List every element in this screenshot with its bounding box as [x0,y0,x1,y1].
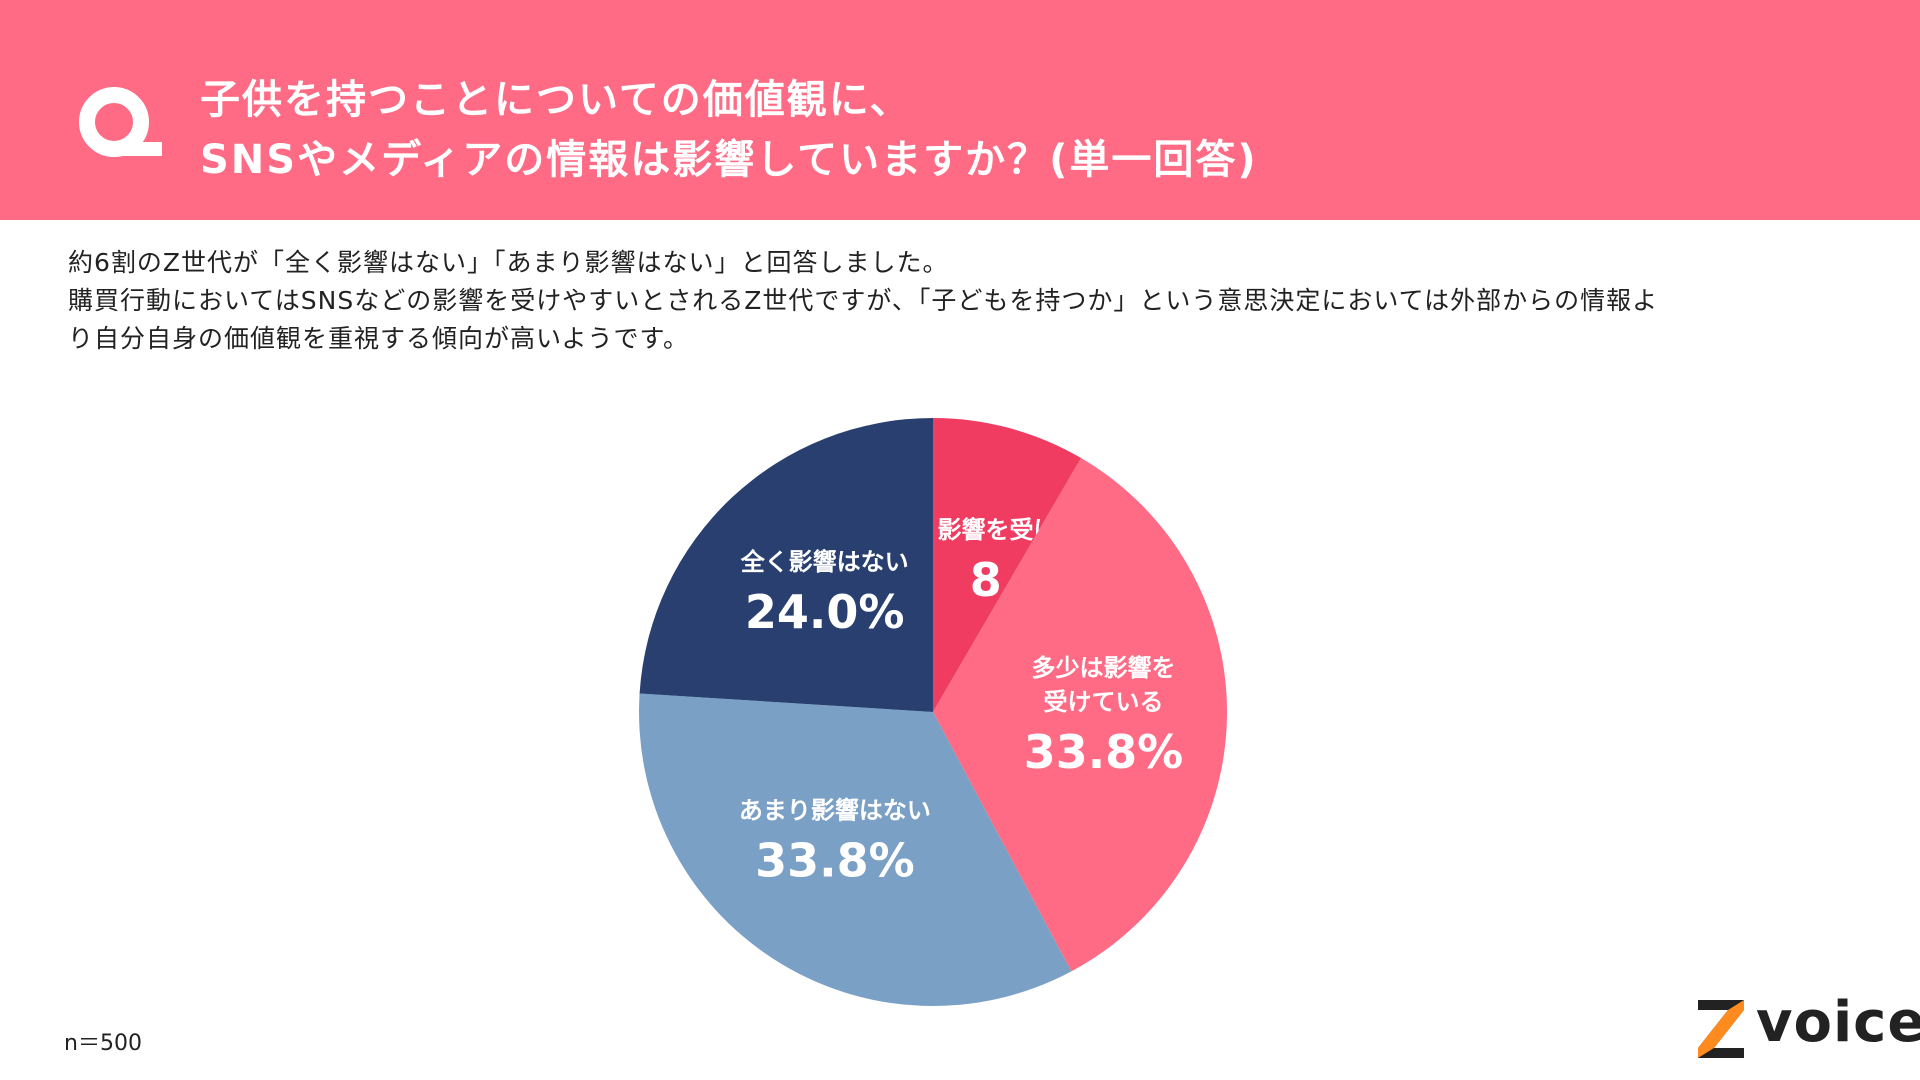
question-title-line2: SNSやメディアの情報は影響していますか？(単一回答) [200,137,1258,183]
slice-label: あまり影響はない [739,797,931,825]
summary-text: 約6割のZ世代が「全く影響はない」「あまり影響はない」と回答しました。 購買行動… [68,244,1868,358]
slice-label: 全く影響はない [740,548,909,576]
slice-label: 受けている [1043,688,1163,716]
slice-value-label: 33.8% [755,834,915,888]
pie-slice [933,458,1227,972]
zvoice-logo: voice [1692,990,1920,1062]
pie-slice [933,418,1082,712]
slice-value-label: 33.8% [1024,725,1184,779]
q-icon [79,87,162,157]
question-title: 子供を持つことについての価値観に、 SNSやメディアの情報は影響していますか？(… [200,70,1850,190]
slice-label: 多少は影響を [1031,654,1175,682]
summary-line3: り自分自身の価値観を重視する傾向が高いようです。 [68,324,690,353]
z-logo-mark [1698,1000,1744,1058]
slice-value-label: 24.0% [745,585,905,639]
summary-line1: 約6割のZ世代が「全く影響はない」「あまり影響はない」と回答しました。 [68,248,949,277]
question-title-line1: 子供を持つことについての価値観に、 [200,77,912,123]
question-header: 子供を持つことについての価値観に、 SNSやメディアの情報は影響していますか？(… [0,0,1920,220]
summary-line2: 購買行動においてはSNSなどの影響を受けやすいとされるZ世代ですが、「子どもを持… [68,286,1659,315]
sample-size-label: n＝500 [64,1031,142,1056]
pie-slice [638,693,1072,1006]
logo-text: voice [1756,990,1920,1055]
pie-slice [639,418,933,712]
